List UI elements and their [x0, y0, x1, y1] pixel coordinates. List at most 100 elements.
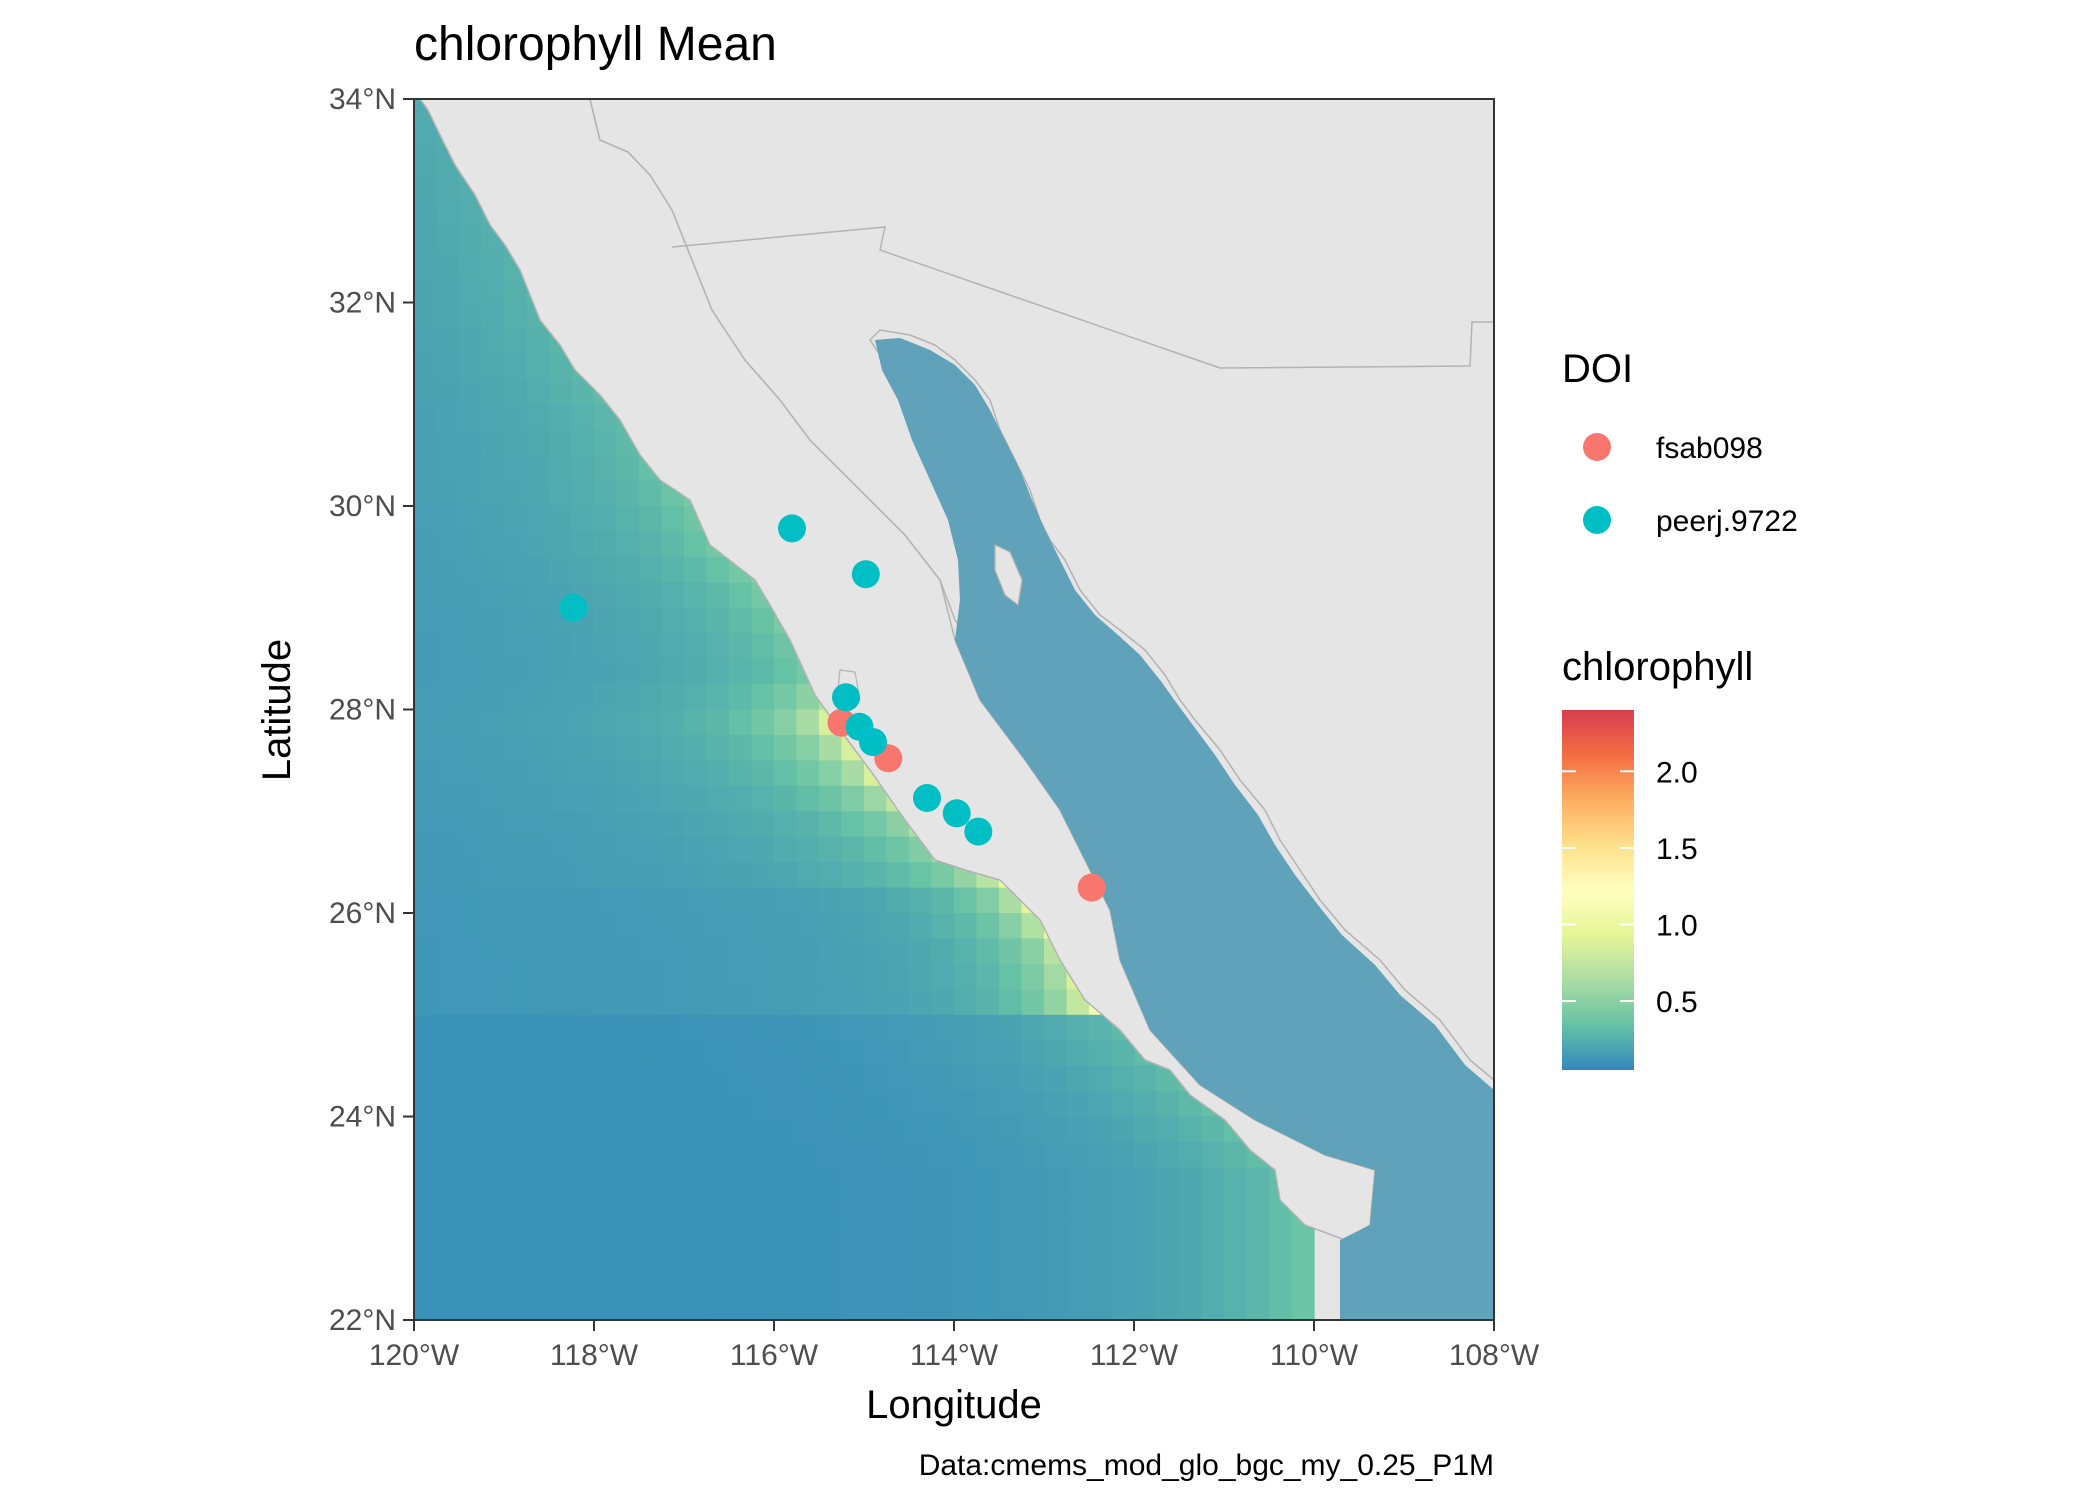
chlorophyll-cell [1156, 1167, 1180, 1194]
chlorophyll-cell [526, 531, 550, 558]
chlorophyll-cell [459, 556, 483, 583]
chlorophyll-cell [481, 760, 505, 787]
chlorophyll-cell [729, 836, 753, 863]
chlorophyll-cell [1246, 1192, 1270, 1219]
chlorophyll-cell [1111, 1091, 1135, 1118]
chlorophyll-cell [571, 633, 595, 660]
chlorophyll-cell [796, 1243, 820, 1270]
chlorophyll-cell [1111, 1040, 1135, 1067]
chlorophyll-cell [504, 1294, 528, 1320]
chlorophyll-cell [414, 1243, 438, 1270]
chlorophyll-cell [616, 684, 640, 711]
chlorophyll-cell [526, 1243, 550, 1270]
sample-point-fsab098 [1077, 873, 1106, 902]
chlorophyll-cell [1021, 1141, 1045, 1168]
chlorophyll-cell [819, 938, 843, 965]
chlorophyll-cell [436, 175, 460, 202]
chlorophyll-cell [571, 913, 595, 939]
chlorophyll-cell [414, 1218, 438, 1245]
chlorophyll-cell [796, 887, 820, 914]
chlorophyll-cell [864, 938, 888, 965]
chlorophyll-cell [954, 1167, 978, 1194]
chlorophyll-cell [504, 582, 528, 609]
chlorophyll-cell [1021, 1192, 1045, 1219]
chlorophyll-cell [684, 582, 708, 609]
chlorophyll-cell [864, 963, 888, 990]
chlorophyll-cell [459, 734, 483, 761]
chlorophyll-cell [639, 1141, 663, 1168]
chlorophyll-cell [436, 200, 460, 227]
chlorophyll-cell [729, 1065, 753, 1092]
x-axis-title: Longitude [866, 1383, 1042, 1427]
chlorophyll-cell [436, 836, 460, 863]
chlorophyll-cell [774, 1116, 798, 1143]
chlorophyll-cell [774, 938, 798, 965]
chlorophyll-cell [504, 785, 528, 812]
chlorophyll-cell [571, 1040, 595, 1067]
chlorophyll-cell [1089, 1040, 1113, 1067]
chlorophyll-cell [661, 785, 685, 812]
chlorophyll-cell [909, 887, 933, 914]
chlorophyll-cell [436, 506, 460, 532]
chlorophyll-cell [549, 734, 573, 761]
chlorophyll-cell [684, 1091, 708, 1118]
chlorophyll-cell [1111, 1065, 1135, 1092]
chlorophyll-cell [909, 1243, 933, 1270]
chlorophyll-cell [571, 378, 595, 405]
sample-point-peerj-9722 [851, 560, 880, 589]
chlorophyll-cell [459, 1218, 483, 1245]
chlorophyll-cell [1044, 989, 1068, 1016]
chlorophyll-cell [414, 175, 438, 202]
chlorophyll-cell [571, 989, 595, 1016]
chlorophyll-cell [819, 734, 843, 761]
chlorophyll-cell [414, 302, 438, 329]
chlorophyll-cell [504, 734, 528, 761]
chart-title: chlorophyll Mean [414, 18, 777, 71]
chlorophyll-cell [774, 913, 798, 939]
chlorophyll-cell [436, 1269, 460, 1296]
chlorophyll-cell [571, 1269, 595, 1296]
y-tick-label: 30°N [329, 490, 396, 523]
chlorophyll-cell [639, 531, 663, 558]
chlorophyll-cell [706, 1065, 730, 1092]
chlorophyll-cell [1066, 1040, 1090, 1067]
chlorophyll-cell [414, 531, 438, 558]
chlorophyll-cell [436, 684, 460, 711]
chlorophyll-cell [481, 556, 505, 583]
chlorophyll-cell [526, 1065, 550, 1092]
chlorophyll-cell [481, 1014, 505, 1041]
chlorophyll-cell [729, 607, 753, 634]
chlorophyll-cell [1089, 1167, 1113, 1194]
chlorophyll-cell [1224, 1192, 1248, 1219]
chlorophyll-cell [999, 1141, 1023, 1168]
chlorophyll-cell [954, 1040, 978, 1067]
chlorophyll-cell [931, 1040, 955, 1067]
chlorophyll-cell [1089, 1065, 1113, 1092]
chlorophyll-cell [751, 1294, 775, 1320]
chlorophyll-cell [436, 1065, 460, 1092]
chlorophyll-cell [481, 887, 505, 914]
chlorophyll-cell [1134, 1218, 1158, 1245]
chlorophyll-cell [774, 658, 798, 685]
chlorophyll-cell [931, 887, 955, 914]
chlorophyll-cell [684, 938, 708, 965]
chlorophyll-cell [684, 887, 708, 914]
chlorophyll-cell [931, 1065, 955, 1092]
chlorophyll-cell [976, 1116, 1000, 1143]
chlorophyll-cell [729, 1091, 753, 1118]
chlorophyll-cell [526, 1116, 550, 1143]
chlorophyll-cell [1179, 1116, 1203, 1143]
chlorophyll-cell [774, 1091, 798, 1118]
chlorophyll-cell [999, 989, 1023, 1016]
chlorophyll-cell [864, 811, 888, 838]
chlorophyll-cell [684, 1014, 708, 1041]
chlorophyll-cell [886, 963, 910, 990]
chlorophyll-cell [414, 378, 438, 405]
chlorophyll-cell [436, 1141, 460, 1168]
chlorophyll-cell [1044, 1269, 1068, 1296]
chlorophyll-cell [436, 938, 460, 965]
chlorophyll-cell [1044, 1294, 1068, 1320]
chlorophyll-cell [481, 1269, 505, 1296]
chlorophyll-cell [594, 1218, 618, 1245]
